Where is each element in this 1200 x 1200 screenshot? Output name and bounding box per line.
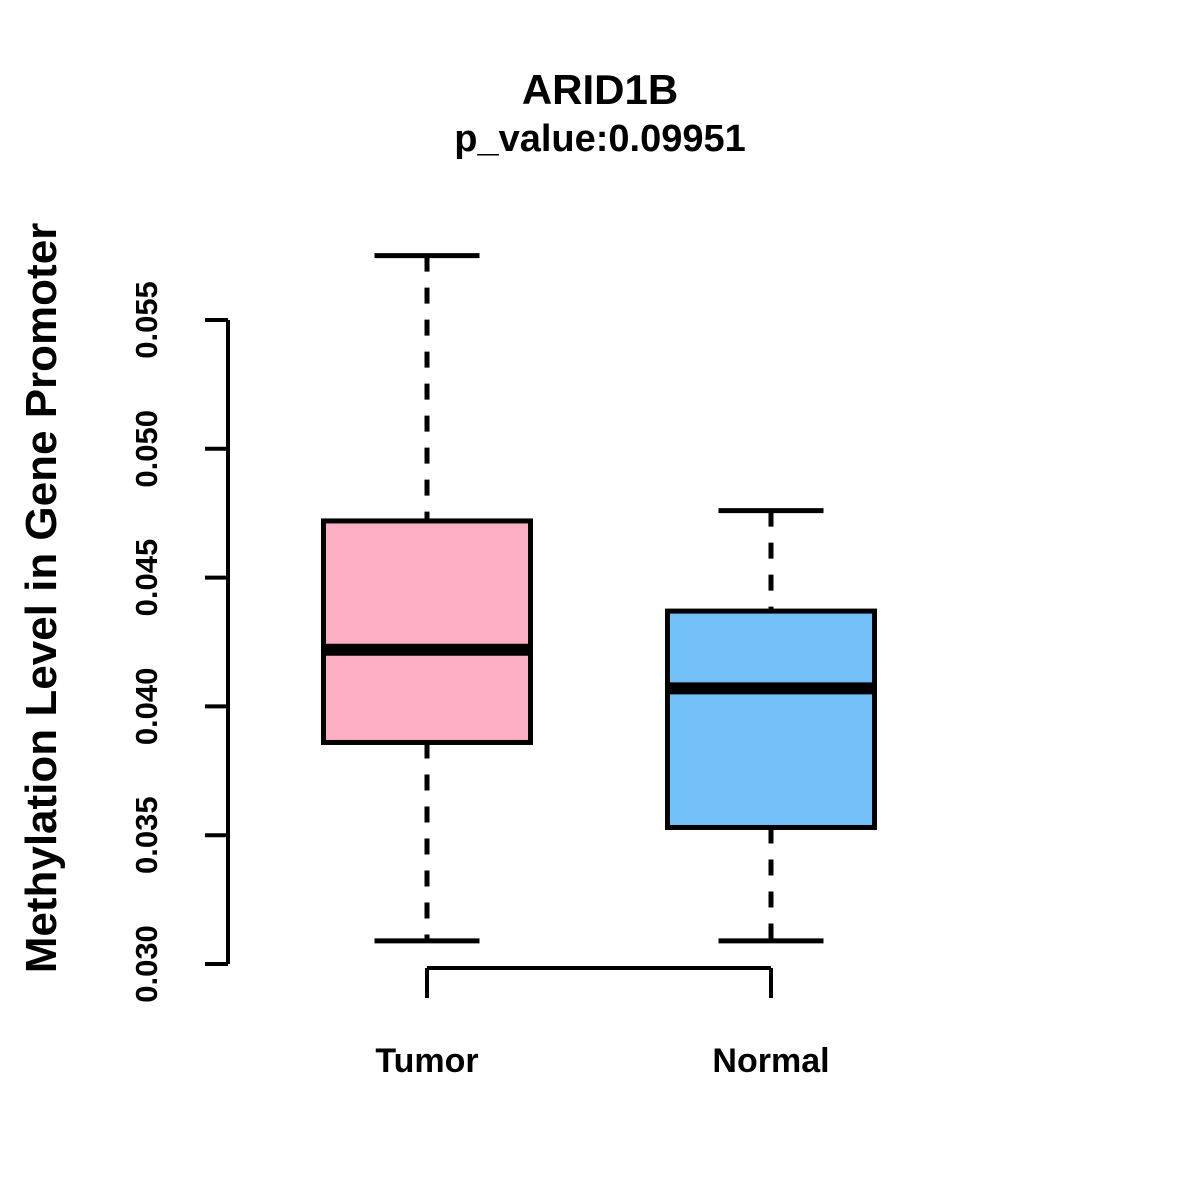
y-axis-tick-label: 0.045 <box>129 539 164 617</box>
chart-subtitle-pvalue: p_value:0.09951 <box>454 118 746 160</box>
tumor-box <box>321 518 533 745</box>
y-axis-tick-label: 0.055 <box>129 281 164 359</box>
x-axis-label-normal: Normal <box>712 1042 829 1080</box>
y-axis-tick-label: 0.030 <box>129 925 164 1003</box>
y-axis-tick-label: 0.040 <box>129 668 164 746</box>
y-axis-tick-label: 0.035 <box>129 796 164 874</box>
normal-box <box>665 608 877 830</box>
chart-title: ARID1B <box>521 66 679 113</box>
y-axis-tick-label: 0.050 <box>129 410 164 488</box>
x-axis-label-tumor: Tumor <box>375 1042 478 1080</box>
